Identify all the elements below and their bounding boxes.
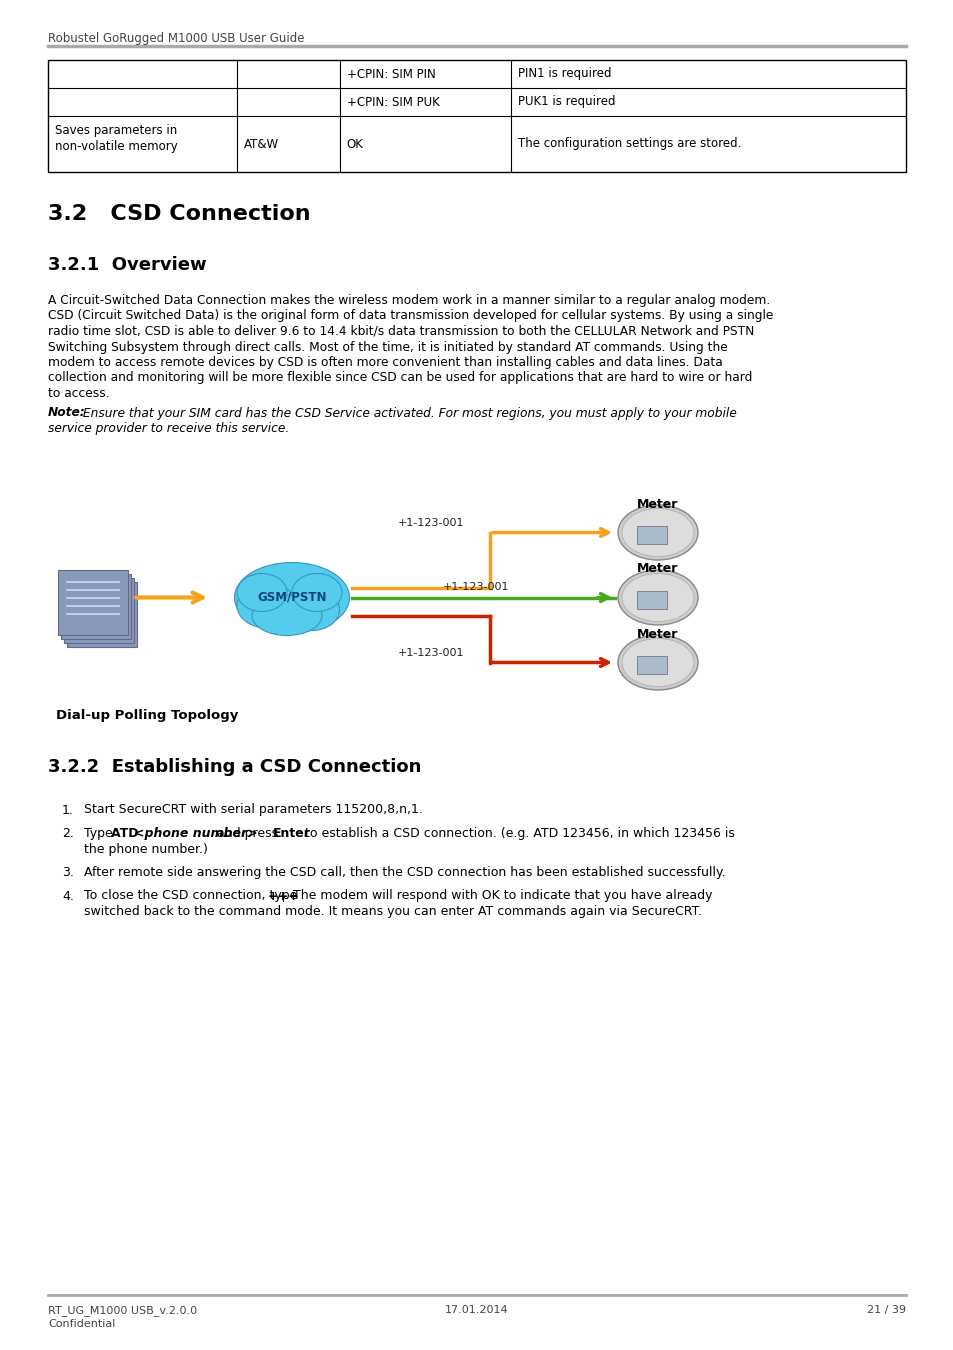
Text: Saves parameters in: Saves parameters in [55, 124, 177, 136]
FancyBboxPatch shape [637, 525, 666, 544]
Ellipse shape [236, 583, 296, 628]
Text: +CPIN: SIM PUK: +CPIN: SIM PUK [346, 96, 439, 108]
FancyBboxPatch shape [61, 574, 131, 639]
Text: Note:: Note: [48, 406, 86, 420]
FancyBboxPatch shape [637, 656, 666, 674]
Text: Enter: Enter [273, 828, 310, 840]
Text: 17.01.2014: 17.01.2014 [445, 1305, 508, 1315]
Text: OK: OK [346, 138, 363, 150]
Text: 2.: 2. [62, 828, 73, 840]
Text: service provider to receive this service.: service provider to receive this service… [48, 423, 289, 435]
Ellipse shape [618, 634, 698, 690]
Text: GSM/PSTN: GSM/PSTN [257, 591, 327, 603]
Text: Ensure that your SIM card has the CSD Service activated. For most regions, you m: Ensure that your SIM card has the CSD Se… [79, 406, 736, 420]
Text: <phone number>: <phone number> [133, 828, 257, 840]
Ellipse shape [234, 563, 349, 633]
Text: ATD: ATD [111, 828, 143, 840]
FancyBboxPatch shape [67, 582, 137, 647]
Text: Start SecureCRT with serial parameters 115200,8,n,1.: Start SecureCRT with serial parameters 1… [84, 803, 422, 817]
Ellipse shape [621, 574, 693, 621]
Text: Dial-up Polling Topology: Dial-up Polling Topology [56, 710, 238, 722]
Text: AT&W: AT&W [244, 138, 278, 150]
FancyBboxPatch shape [58, 570, 128, 634]
Text: the phone number.): the phone number.) [84, 842, 208, 856]
FancyBboxPatch shape [637, 590, 666, 609]
Text: Meter: Meter [637, 498, 678, 510]
Text: +1-123-001: +1-123-001 [397, 517, 464, 528]
Text: To close the CSD connection, type: To close the CSD connection, type [84, 890, 301, 903]
Text: 3.: 3. [62, 865, 73, 879]
Text: After remote side answering the CSD call, then the CSD connection has been estab: After remote side answering the CSD call… [84, 865, 725, 879]
Text: collection and monitoring will be more flexible since CSD can be used for applic: collection and monitoring will be more f… [48, 371, 752, 385]
Text: Switching Subsystem through direct calls. Most of the time, it is initiated by s: Switching Subsystem through direct calls… [48, 340, 727, 354]
Text: and press: and press [213, 828, 282, 840]
Text: switched back to the command mode. It means you can enter AT commands again via : switched back to the command mode. It me… [84, 904, 701, 918]
FancyBboxPatch shape [64, 578, 133, 643]
Text: 3.2.2  Establishing a CSD Connection: 3.2.2 Establishing a CSD Connection [48, 757, 421, 775]
Text: +CPIN: SIM PIN: +CPIN: SIM PIN [346, 68, 435, 81]
Ellipse shape [618, 505, 698, 560]
Text: to access.: to access. [48, 387, 110, 400]
Ellipse shape [284, 589, 339, 630]
Ellipse shape [621, 639, 693, 687]
Text: non-volatile memory: non-volatile memory [55, 140, 177, 153]
Text: 1.: 1. [62, 803, 73, 817]
Text: PIN1 is required: PIN1 is required [517, 68, 611, 81]
Bar [48, 59, 905, 171]
Text: RT_UG_M1000 USB_v.2.0.0: RT_UG_M1000 USB_v.2.0.0 [48, 1305, 197, 1316]
Text: 3.2.1  Overview: 3.2.1 Overview [48, 256, 207, 274]
Text: modem to access remote devices by CSD is often more convenient than installing c: modem to access remote devices by CSD is… [48, 356, 722, 369]
Text: to establish a CSD connection. (e.g. ATD 123456, in which 123456 is: to establish a CSD connection. (e.g. ATD… [300, 828, 734, 840]
Text: Meter: Meter [637, 628, 678, 640]
Text: CSD (Circuit Switched Data) is the original form of data transmission developed : CSD (Circuit Switched Data) is the origi… [48, 309, 773, 323]
Ellipse shape [236, 574, 287, 612]
Text: radio time slot, CSD is able to deliver 9.6 to 14.4 kbit/s data transmission to : radio time slot, CSD is able to deliver … [48, 325, 754, 338]
Text: 3.2   CSD Connection: 3.2 CSD Connection [48, 204, 311, 224]
Text: The configuration settings are stored.: The configuration settings are stored. [517, 138, 740, 150]
Ellipse shape [621, 509, 693, 556]
Ellipse shape [252, 595, 322, 636]
Text: PUK1 is required: PUK1 is required [517, 96, 616, 108]
Text: 4.: 4. [62, 890, 73, 903]
Text: Robustel GoRugged M1000 USB User Guide: Robustel GoRugged M1000 USB User Guide [48, 32, 304, 45]
Ellipse shape [292, 574, 341, 612]
Text: +++: +++ [268, 890, 299, 903]
Text: Type: Type [84, 828, 116, 840]
Text: A Circuit-Switched Data Connection makes the wireless modem work in a manner sim: A Circuit-Switched Data Connection makes… [48, 294, 769, 306]
Text: . The modem will respond with OK to indicate that you have already: . The modem will respond with OK to indi… [284, 890, 711, 903]
Text: +1-123-001: +1-123-001 [397, 648, 464, 657]
Text: Meter: Meter [637, 563, 678, 575]
Text: 21 / 39: 21 / 39 [866, 1305, 905, 1315]
Text: Confidential: Confidential [48, 1319, 115, 1328]
Ellipse shape [618, 570, 698, 625]
Text: +1-123-001: +1-123-001 [442, 582, 509, 593]
